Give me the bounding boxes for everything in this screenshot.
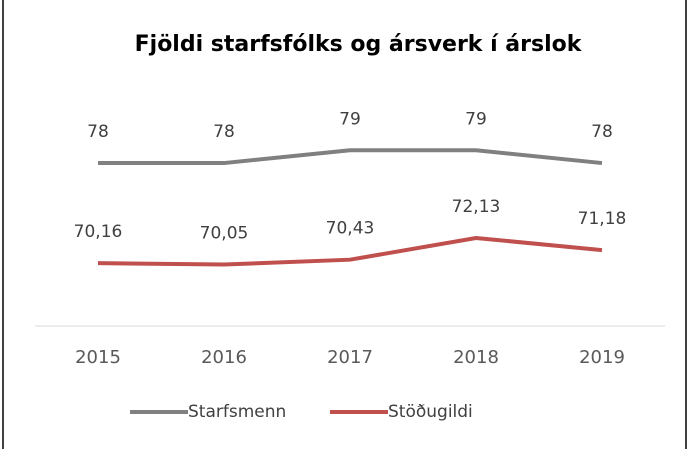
data-label: 78: [213, 122, 235, 142]
data-label: 71,18: [578, 209, 627, 229]
x-tick-label: 2016: [201, 347, 247, 368]
legend-label: Starfsmenn: [188, 402, 286, 422]
data-label: 70,16: [74, 222, 123, 242]
data-label: 70,05: [200, 224, 249, 244]
chart-title: Fjöldi starfsfólks og ársverk í árslok: [135, 32, 583, 57]
data-label: 78: [87, 122, 109, 142]
x-tick-label: 2019: [579, 347, 625, 368]
series-line: [98, 148, 603, 166]
data-label: 72,13: [452, 197, 501, 217]
x-tick-label: 2018: [453, 347, 499, 368]
data-label: 70,43: [326, 219, 375, 239]
x-tick-label: 2017: [327, 347, 373, 368]
data-label: 79: [339, 109, 361, 129]
x-tick-label: 2015: [75, 347, 121, 368]
data-label: 79: [465, 109, 487, 129]
series-line: [97, 235, 603, 267]
legend-label: Stöðugildi: [388, 402, 473, 422]
data-label: 78: [591, 122, 613, 142]
